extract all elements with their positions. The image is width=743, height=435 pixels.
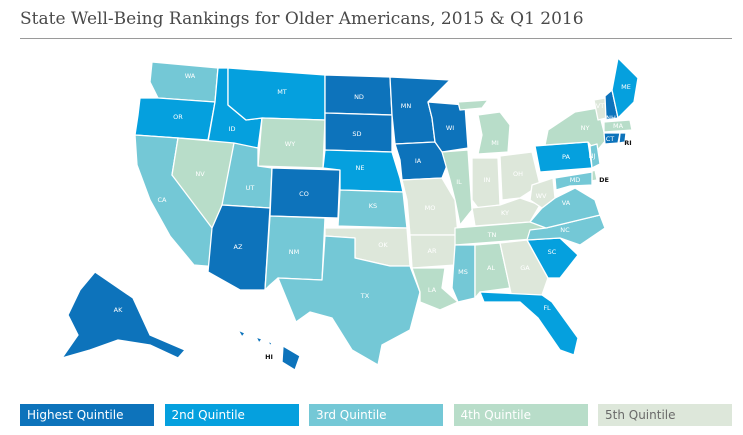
- legend-item-q4: 4th Quintile: [453, 404, 588, 426]
- state-label-me: ME: [621, 83, 631, 91]
- state-label-mn: MN: [401, 102, 412, 110]
- state-label-de: DE: [599, 176, 609, 184]
- state-ct: [603, 132, 621, 145]
- state-label-nh: NH: [606, 114, 616, 122]
- legend-label: 4th Quintile: [460, 408, 532, 422]
- state-label-nj: NJ: [589, 152, 596, 160]
- state-label-ms: MS: [458, 268, 468, 276]
- state-label-tn: TN: [487, 231, 497, 239]
- state-ri: [618, 132, 627, 144]
- state-label-ri: RI: [624, 139, 631, 147]
- state-label-nc: NC: [560, 226, 570, 234]
- legend-label: Highest Quintile: [27, 408, 124, 422]
- state-label-ok: OK: [378, 241, 388, 249]
- state-me: [611, 57, 639, 119]
- state-label-ky: KY: [501, 209, 509, 217]
- legend-item-q3: 3rd Quintile: [309, 404, 443, 426]
- state-label-ca: CA: [158, 196, 168, 204]
- state-label-nv: NV: [195, 170, 205, 178]
- state-al: [474, 242, 511, 299]
- legend: Highest Quintile 2nd Quintile 3rd Quinti…: [20, 404, 732, 426]
- state-label-id: ID: [229, 125, 236, 133]
- state-label-tx: TX: [360, 292, 370, 300]
- state-label-or: OR: [173, 113, 183, 121]
- state-label-il: IL: [456, 178, 462, 186]
- state-ak: [61, 271, 186, 359]
- state-label-hi: HI: [265, 353, 273, 361]
- state-fl: [479, 291, 579, 356]
- state-oh: [499, 151, 541, 201]
- state-label-az: AZ: [234, 243, 243, 251]
- state-label-co: CO: [299, 190, 309, 198]
- state-tx: [277, 235, 421, 366]
- page-title: State Well-Being Rankings for Older Amer…: [20, 9, 584, 29]
- state-label-mt: MT: [277, 88, 287, 96]
- state-label-wi: WI: [446, 124, 454, 132]
- state-va: [529, 187, 601, 229]
- state-label-in: IN: [484, 176, 491, 184]
- state-il: [441, 149, 473, 226]
- state-ny: [544, 107, 607, 153]
- state-label-nm: NM: [289, 248, 299, 256]
- state-wv: [529, 177, 556, 209]
- state-mi: [457, 99, 511, 155]
- title-rule: [20, 38, 732, 39]
- state-label-ga: GA: [520, 264, 530, 272]
- state-label-ak: AK: [114, 306, 123, 314]
- state-label-wv: WV: [536, 192, 547, 200]
- state-label-ct: CT: [606, 135, 615, 143]
- state-label-la: LA: [428, 286, 437, 294]
- state-label-md: MD: [570, 176, 581, 184]
- legend-item-q2: 2nd Quintile: [164, 404, 299, 426]
- legend-label: 5th Quintile: [605, 408, 676, 422]
- state-hi: [237, 329, 301, 371]
- state-nj: [589, 143, 601, 169]
- state-label-ne: NE: [356, 164, 365, 172]
- state-label-va: VA: [562, 199, 571, 207]
- state-label-wa: WA: [185, 72, 196, 80]
- state-ga: [499, 239, 549, 299]
- state-label-fl: FL: [543, 304, 551, 312]
- state-ms: [451, 244, 476, 303]
- state-label-ia: IA: [415, 157, 422, 165]
- state-label-ma: MA: [613, 122, 624, 130]
- state-nc: [526, 214, 606, 246]
- state-label-nd: ND: [354, 93, 364, 101]
- state-md: [554, 171, 593, 191]
- state-label-sc: SC: [548, 248, 557, 256]
- state-label-wy: WY: [285, 140, 295, 148]
- legend-label: 2nd Quintile: [171, 408, 245, 422]
- state-label-sd: SD: [352, 130, 361, 138]
- state-ma: [603, 119, 633, 133]
- state-label-ny: NY: [581, 124, 590, 132]
- legend-label: 3rd Quintile: [316, 408, 387, 422]
- state-wa: [149, 61, 219, 103]
- state-label-ar: AR: [428, 247, 437, 255]
- state-la: [411, 267, 459, 311]
- state-label-mi: MI: [491, 139, 499, 147]
- state-label-ks: KS: [369, 202, 377, 210]
- state-label-oh: OH: [513, 170, 523, 178]
- legend-item-q1: Highest Quintile: [20, 404, 154, 426]
- state-label-pa: PA: [562, 153, 571, 161]
- state-label-ut: UT: [246, 184, 255, 192]
- state-label-al: AL: [487, 264, 495, 272]
- state-label-mo: MO: [425, 204, 436, 212]
- state-label-vt: VT: [596, 102, 604, 110]
- us-map: WA OR CA ID NV MT WY UT AZ CO NM ND SD NE KS OK TX MN IA MO…: [61, 57, 639, 371]
- legend-item-q5: 5th Quintile: [598, 404, 732, 426]
